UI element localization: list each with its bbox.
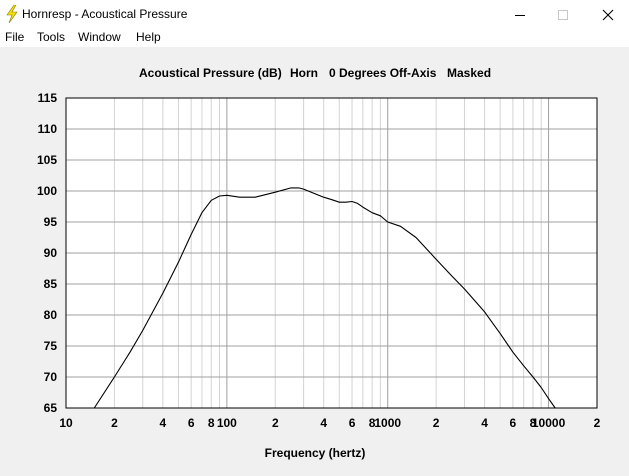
x-tick-label: 10: [59, 416, 73, 430]
y-tick-label: 65: [44, 401, 58, 415]
x-tick-label: 2: [272, 416, 279, 430]
menu-file[interactable]: File: [5, 30, 25, 44]
header-mode: Masked: [447, 66, 491, 80]
x-tick-label: 10000: [532, 416, 566, 430]
menu-bar: File Tools Window Help: [0, 29, 629, 47]
x-tick-label: 6: [188, 416, 195, 430]
minimize-button[interactable]: [497, 0, 543, 29]
maximize-icon: [558, 9, 568, 20]
y-tick-label: 90: [44, 246, 58, 260]
chart-panel: Acoustical Pressure (dB) Horn 0 Degrees …: [0, 47, 629, 476]
close-button[interactable]: [585, 0, 629, 29]
x-tick-label: 6: [510, 416, 517, 430]
header-angle: 0 Degrees Off-Axis: [329, 66, 437, 80]
y-tick-label: 110: [38, 122, 58, 136]
y-tick-label: 75: [44, 339, 58, 353]
spl-curve-line: [93, 187, 556, 409]
x-tick-label: 4: [320, 416, 327, 430]
menu-window[interactable]: Window: [78, 30, 121, 44]
lightning-bolt-icon: [6, 5, 18, 23]
x-tick-label: 6: [349, 416, 356, 430]
title-bar: Hornresp - Acoustical Pressure: [0, 0, 629, 29]
window-title: Hornresp - Acoustical Pressure: [22, 7, 188, 21]
x-tick-label: 4: [160, 416, 167, 430]
x-tick-label: 1000: [374, 416, 401, 430]
x-tick-label: 2: [433, 416, 440, 430]
close-icon: [602, 9, 614, 20]
y-tick-label: 95: [44, 215, 58, 229]
menu-tools[interactable]: Tools: [37, 30, 66, 44]
maximize-button[interactable]: [540, 0, 586, 29]
x-axis-label: Frequency (hertz): [265, 446, 366, 460]
y-tick-label: 70: [44, 370, 58, 384]
menu-help[interactable]: Help: [136, 30, 161, 44]
minimize-icon: [515, 14, 525, 16]
header-source: Horn: [290, 66, 318, 80]
y-tick-label: 85: [44, 277, 58, 291]
x-tick-label: 2: [111, 416, 118, 430]
header-quantity: Acoustical Pressure (dB): [139, 66, 282, 80]
x-tick-label: 8: [208, 416, 215, 430]
y-tick-label: 115: [38, 91, 58, 105]
x-tick-label: 8: [369, 416, 376, 430]
y-tick-label: 100: [37, 184, 57, 198]
y-tick-label: 105: [37, 153, 57, 167]
x-tick-label: 2: [594, 416, 601, 430]
spl-chart: Acoustical Pressure (dB) Horn 0 Degrees …: [37, 66, 601, 460]
x-tick-label: 100: [217, 416, 237, 430]
x-tick-label: 4: [481, 416, 488, 430]
y-tick-label: 80: [44, 308, 58, 322]
plot-frame: [65, 97, 598, 409]
x-tick-label: 8: [530, 416, 537, 430]
